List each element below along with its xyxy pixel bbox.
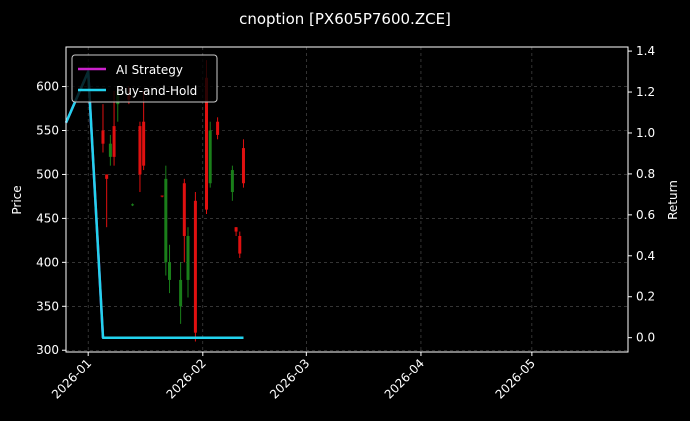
grid <box>66 47 628 352</box>
y-tick-label-left: 350 <box>36 299 59 313</box>
candle-body <box>160 195 164 197</box>
candle-body <box>168 262 172 280</box>
y-axis-label-left: Price <box>10 185 24 214</box>
y-tick-label-right: 0.4 <box>636 249 655 263</box>
candle-body <box>230 170 234 193</box>
candle-body <box>208 130 212 184</box>
candle-body <box>205 77 208 210</box>
candle-body <box>186 235 190 280</box>
candle-body <box>216 121 220 135</box>
legend-label-ai-strategy: AI Strategy <box>116 63 183 77</box>
candle-body <box>112 126 116 157</box>
candle-body <box>234 227 238 232</box>
legend-label-buy-and-hold: Buy-and-Hold <box>116 84 197 98</box>
y-tick-label-left: 500 <box>36 167 59 181</box>
chart-title: cnoption [PX605P7600.ZCE] <box>239 10 451 28</box>
y-tick-label-left: 550 <box>36 124 59 138</box>
candles <box>101 60 245 342</box>
candle-body <box>164 178 168 263</box>
candle-body <box>138 126 142 175</box>
y-tick-label-left: 400 <box>36 255 59 269</box>
candle-body <box>238 235 242 254</box>
y-tick-label-right: 1.0 <box>636 126 655 140</box>
candle-body <box>182 183 186 236</box>
candle-body <box>142 121 146 166</box>
candle-body <box>108 143 112 157</box>
candle-body <box>131 204 135 206</box>
y-tick-label-right: 0.2 <box>636 290 655 304</box>
y-tick-label-right: 1.4 <box>636 44 655 58</box>
candle-body <box>101 130 105 144</box>
y-axis-label-right: Return <box>666 180 680 220</box>
y-tick-label-right: 1.2 <box>636 85 655 99</box>
y-tick-label-right: 0.0 <box>636 331 655 345</box>
candle-body <box>193 200 197 333</box>
y-tick-label-left: 300 <box>36 343 59 357</box>
y-tick-label-right: 0.8 <box>636 167 655 181</box>
legend-box <box>71 54 218 103</box>
y-tick-label-left: 450 <box>36 211 59 225</box>
candle-body <box>105 174 109 179</box>
y-tick-label-right: 0.6 <box>636 208 655 222</box>
candle-body <box>179 279 183 307</box>
plot-frame <box>65 46 629 353</box>
candle-body <box>241 148 245 184</box>
legend: AI Strategy Buy-and-Hold <box>71 54 218 103</box>
y-tick-label-left: 600 <box>36 80 59 94</box>
